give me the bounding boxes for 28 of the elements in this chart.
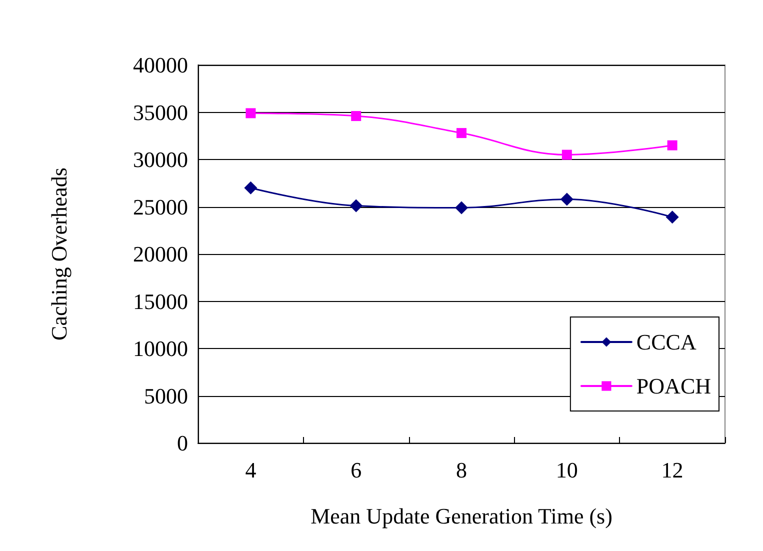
x-tick-label: 10	[556, 458, 578, 482]
point	[562, 150, 572, 160]
point	[351, 111, 362, 122]
point	[560, 192, 574, 206]
x-axis-title: Mean Update Generation Time (s)	[310, 504, 612, 528]
legend-label: POACH	[636, 374, 712, 398]
x-tick-label: 6	[350, 458, 362, 482]
y-tick-label: 30000	[133, 147, 188, 172]
y-tick-label: 25000	[133, 194, 188, 220]
y-tick-label: 0	[177, 430, 188, 456]
x-tick-label: 8	[456, 458, 467, 482]
y-tick-label: 35000	[133, 100, 188, 125]
point	[456, 128, 466, 138]
y-tick-label: 10000	[133, 336, 188, 361]
y-tick-label: 20000	[133, 242, 188, 266]
point	[350, 199, 363, 212]
y-tick-label: 40000	[133, 52, 188, 78]
point	[667, 140, 678, 150]
y-axis-title: Caching Overheads	[46, 168, 72, 340]
legend-label: CCCA	[636, 330, 696, 354]
y-tick-label: 5000	[144, 383, 188, 408]
point	[666, 210, 679, 224]
point	[246, 108, 256, 118]
point	[455, 201, 468, 214]
x-tick-label: 12	[661, 458, 684, 482]
point	[244, 181, 258, 194]
x-tick-label: 4	[245, 458, 256, 482]
y-tick-label: 15000	[133, 288, 188, 314]
